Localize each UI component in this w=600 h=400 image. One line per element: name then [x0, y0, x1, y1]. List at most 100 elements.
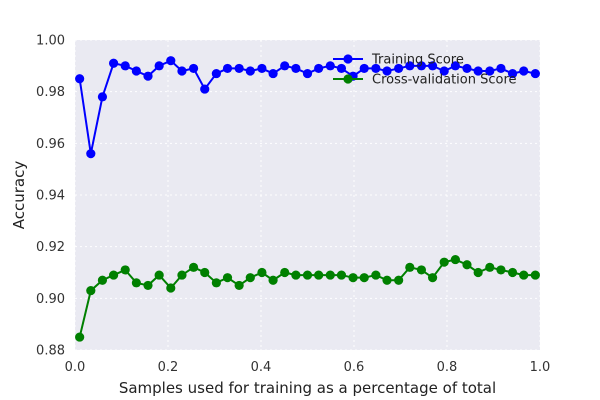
data-point	[371, 270, 381, 280]
data-point	[462, 260, 472, 270]
data-point	[154, 61, 164, 71]
data-point	[473, 66, 483, 76]
data-point	[405, 262, 415, 272]
data-point	[108, 58, 119, 68]
legend: Training Score Cross-validation Score	[333, 53, 517, 88]
data-point	[485, 66, 495, 76]
x-tick-label: 0.2	[158, 360, 179, 375]
y-axis-label: Accuracy	[10, 161, 28, 230]
data-point	[416, 61, 427, 71]
data-point	[131, 66, 141, 76]
grid	[74, 39, 541, 351]
data-point	[200, 84, 210, 94]
data-point	[325, 270, 335, 280]
data-point	[427, 61, 438, 71]
data-point	[268, 68, 278, 79]
data-point	[302, 68, 313, 79]
x-tick-label: 0.6	[344, 360, 365, 375]
x-axis-label: Samples used for training as a percentag…	[119, 379, 496, 397]
data-point	[530, 270, 540, 280]
x-tick-label: 0.4	[251, 360, 272, 375]
data-point	[485, 262, 495, 272]
data-point	[519, 270, 529, 280]
data-point	[86, 285, 96, 296]
y-axis-ticks: 0.88 0.90 0.92 0.94 0.96 0.98 1.00	[36, 34, 65, 359]
data-point	[131, 278, 141, 288]
data-point	[302, 270, 313, 280]
legend-marker	[343, 74, 353, 84]
data-point	[154, 270, 164, 280]
data-point	[530, 68, 540, 79]
data-point	[394, 63, 404, 74]
data-point	[496, 265, 506, 275]
data-point	[439, 257, 449, 267]
data-point	[245, 273, 255, 283]
data-point	[166, 283, 176, 293]
series-training	[75, 56, 540, 159]
x-tick-label: 1.0	[530, 360, 551, 375]
x-tick-label: 0.8	[437, 360, 458, 375]
data-point	[234, 280, 244, 291]
data-point	[75, 332, 85, 342]
data-point	[348, 273, 358, 283]
data-point	[325, 61, 335, 71]
data-point	[371, 63, 381, 74]
data-point	[314, 270, 324, 280]
x-tick-label: 0.0	[65, 360, 86, 375]
data-point	[359, 273, 369, 283]
y-tick-label: 0.94	[36, 189, 65, 204]
data-point	[507, 68, 518, 79]
data-point	[188, 262, 199, 272]
data-point	[473, 267, 483, 278]
series-layer	[75, 56, 540, 342]
data-point	[177, 66, 187, 76]
data-point	[382, 66, 392, 76]
data-point	[336, 63, 347, 74]
data-point	[405, 61, 415, 71]
data-point	[382, 275, 392, 285]
data-point	[257, 63, 267, 74]
x-axis-ticks: 0.0 0.2 0.4 0.6 0.8 1.0	[65, 360, 551, 375]
data-point	[120, 61, 130, 71]
data-point	[188, 63, 199, 74]
data-point	[291, 63, 301, 74]
y-tick-label: 1.00	[36, 34, 65, 49]
y-tick-label: 0.90	[36, 292, 65, 307]
data-point	[462, 63, 472, 74]
data-point	[450, 254, 460, 265]
data-point	[427, 273, 438, 283]
data-point	[394, 275, 404, 285]
data-point	[143, 280, 153, 291]
data-point	[143, 71, 153, 81]
series-cross-validation	[75, 254, 540, 342]
data-point	[166, 56, 176, 66]
y-tick-label: 0.92	[36, 240, 65, 255]
data-point	[86, 149, 96, 159]
data-point	[314, 63, 324, 74]
data-point	[222, 273, 233, 283]
data-point	[336, 270, 347, 280]
data-point	[291, 270, 301, 280]
data-point	[75, 74, 85, 84]
legend-label: Cross-validation Score	[372, 73, 517, 88]
legend-label: Training Score	[371, 53, 464, 68]
data-point	[177, 270, 187, 280]
data-point	[97, 275, 108, 285]
data-point	[234, 63, 244, 74]
legend-marker	[343, 54, 353, 64]
data-point	[519, 66, 529, 76]
data-point	[450, 61, 460, 71]
data-point	[507, 267, 518, 278]
data-point	[211, 68, 221, 79]
data-point	[359, 63, 369, 74]
y-tick-label: 0.96	[36, 137, 65, 152]
data-point	[222, 63, 233, 74]
data-point	[245, 66, 255, 76]
data-point	[108, 270, 119, 280]
data-point	[268, 275, 278, 285]
y-tick-label: 0.98	[36, 85, 65, 100]
plot-background	[75, 40, 540, 350]
data-point	[280, 267, 290, 278]
data-point	[280, 61, 290, 71]
